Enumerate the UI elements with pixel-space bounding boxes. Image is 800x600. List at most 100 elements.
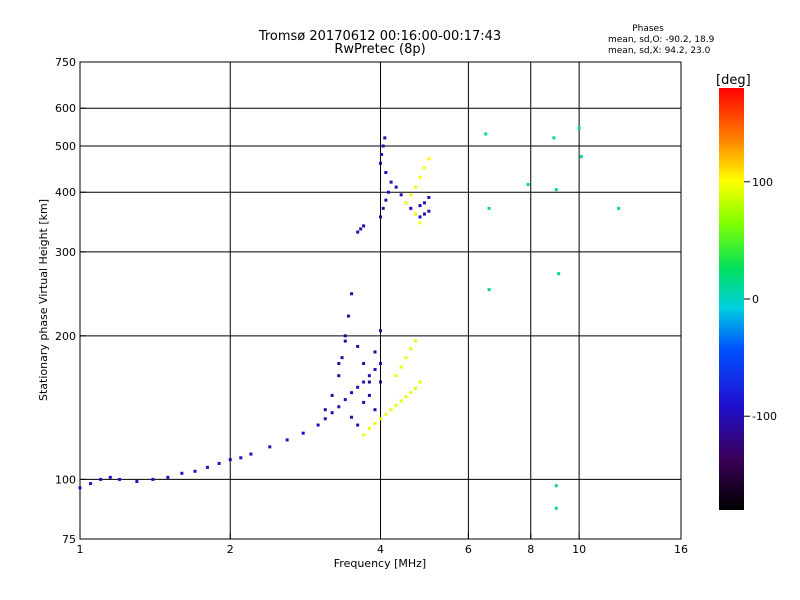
echo-point-s4-7 bbox=[362, 224, 366, 228]
colorbar-tick-label-0: 100 bbox=[752, 176, 773, 189]
echo-point-s6-2 bbox=[552, 136, 556, 140]
x-tick-label-4: 8 bbox=[527, 543, 534, 556]
echo-point-s0-1 bbox=[89, 482, 93, 486]
colorbar-label: [deg] bbox=[716, 73, 751, 88]
echo-point-s6-0 bbox=[484, 132, 488, 136]
echo-point-s0-0 bbox=[78, 486, 82, 490]
echo-point-s0-22 bbox=[343, 398, 347, 402]
echo-point-s4-3 bbox=[383, 136, 387, 140]
echo-point-s1-10 bbox=[373, 350, 377, 354]
echo-point-s1-4 bbox=[343, 334, 347, 338]
x-tick-label-2: 4 bbox=[377, 543, 384, 556]
echo-point-s0-19 bbox=[323, 417, 327, 421]
grid-lines bbox=[80, 62, 681, 539]
echo-point-s2-0 bbox=[362, 433, 366, 437]
echo-point-s0-5 bbox=[135, 479, 139, 483]
echo-point-s0-26 bbox=[367, 374, 371, 378]
echo-point-s0-15 bbox=[268, 445, 272, 449]
echo-point-s2-14 bbox=[404, 356, 408, 360]
echo-point-s3-1 bbox=[381, 206, 385, 210]
echo-point-s0-10 bbox=[205, 465, 209, 469]
chart-title: Tromsø 20170612 00:16:00-00:17:43 bbox=[258, 29, 501, 44]
y-tick-label-2: 200 bbox=[55, 330, 76, 343]
echo-point-s1-17 bbox=[379, 380, 382, 384]
x-tick-label-5: 10 bbox=[572, 543, 586, 556]
y-axis-label: Stationary phase Virtual Height [km] bbox=[37, 199, 50, 401]
echo-point-s1-12 bbox=[350, 415, 354, 419]
echo-point-s0-23 bbox=[350, 391, 354, 395]
echo-point-s5-1 bbox=[409, 193, 413, 197]
axis-ticks bbox=[79, 61, 682, 540]
echo-point-s1-13 bbox=[356, 423, 360, 427]
echo-point-s4-0 bbox=[379, 161, 382, 165]
echo-point-s1-8 bbox=[362, 361, 366, 365]
echo-point-s6-3 bbox=[554, 188, 558, 192]
echo-point-s3-15 bbox=[418, 204, 422, 208]
chart-subtitle: RwPretec (8p) bbox=[334, 42, 425, 57]
colorbar-ticks: 100 0 -100 bbox=[744, 176, 777, 423]
echo-point-s0-21 bbox=[337, 405, 341, 409]
y-tick-label-1: 100 bbox=[55, 473, 76, 486]
echo-point-s1-7 bbox=[356, 344, 360, 348]
echo-point-s0-6 bbox=[151, 477, 155, 481]
echo-point-s2-12 bbox=[394, 374, 398, 378]
echo-point-s0-2 bbox=[99, 477, 103, 481]
echo-point-s5-4 bbox=[422, 166, 426, 170]
echo-point-s1-18 bbox=[337, 361, 341, 365]
echo-point-s6-8 bbox=[554, 484, 558, 488]
stats-heading: Phases bbox=[632, 24, 664, 34]
stats-line-o: mean, sd,O: -90.2, 18.9 bbox=[608, 35, 715, 45]
echo-point-s1-16 bbox=[373, 408, 377, 412]
echo-point-s3-13 bbox=[427, 195, 431, 199]
echo-point-s1-19 bbox=[343, 339, 347, 343]
echo-point-s2-13 bbox=[399, 365, 403, 369]
echo-point-s0-8 bbox=[180, 471, 184, 475]
echo-point-s1-5 bbox=[346, 314, 350, 318]
echo-point-s2-1 bbox=[367, 426, 371, 430]
echo-point-s1-9 bbox=[367, 380, 371, 384]
echo-point-s2-5 bbox=[389, 408, 393, 412]
echo-point-s2-15 bbox=[409, 347, 413, 351]
echo-point-s6-9 bbox=[554, 506, 558, 510]
echo-point-s0-14 bbox=[249, 452, 253, 456]
echo-point-s3-6 bbox=[399, 193, 403, 197]
echo-point-s0-3 bbox=[108, 475, 112, 479]
echo-point-s3-14 bbox=[422, 201, 426, 205]
echo-point-s2-4 bbox=[384, 412, 388, 416]
echo-point-s3-5 bbox=[394, 185, 398, 189]
echo-point-s2-8 bbox=[404, 395, 408, 399]
echo-point-s5-5 bbox=[427, 157, 431, 161]
echo-point-s2-10 bbox=[413, 387, 417, 391]
echo-point-s1-6 bbox=[350, 292, 354, 296]
y-tick-label-3: 300 bbox=[55, 246, 76, 259]
echo-point-s1-0 bbox=[323, 408, 327, 412]
echo-point-s3-12 bbox=[427, 209, 431, 213]
echo-point-s5-3 bbox=[418, 175, 422, 179]
echo-point-s6-1 bbox=[487, 206, 491, 210]
y-tick-label-7: 750 bbox=[55, 56, 76, 69]
echo-point-s6-11 bbox=[526, 183, 530, 187]
echo-point-s2-16 bbox=[413, 339, 417, 343]
echo-point-s5-6 bbox=[413, 212, 417, 216]
echo-point-s1-14 bbox=[362, 400, 366, 404]
echo-point-s0-25 bbox=[362, 380, 366, 384]
x-tick-labels: 1 2 4 6 8 10 16 bbox=[77, 543, 689, 556]
echo-point-s2-2 bbox=[373, 421, 377, 425]
echo-point-s1-2 bbox=[337, 374, 341, 378]
x-axis-label: Frequency [MHz] bbox=[334, 557, 426, 570]
echo-point-s0-28 bbox=[379, 361, 382, 365]
echo-point-s6-4 bbox=[557, 272, 561, 276]
stats-line-x: mean, sd,X: 94.2, 23.0 bbox=[608, 46, 711, 56]
echo-point-s0-7 bbox=[166, 475, 170, 479]
x-tick-label-6: 16 bbox=[674, 543, 688, 556]
echo-point-s1-15 bbox=[367, 393, 371, 397]
y-tick-label-6: 600 bbox=[55, 102, 76, 115]
echo-point-s0-18 bbox=[316, 423, 320, 427]
echo-point-s5-0 bbox=[404, 201, 408, 205]
echo-point-s6-7 bbox=[617, 206, 621, 210]
colorbar bbox=[719, 88, 744, 510]
echo-point-s2-7 bbox=[399, 399, 403, 403]
echo-point-s0-17 bbox=[301, 431, 305, 435]
echo-point-s6-6 bbox=[579, 155, 583, 159]
